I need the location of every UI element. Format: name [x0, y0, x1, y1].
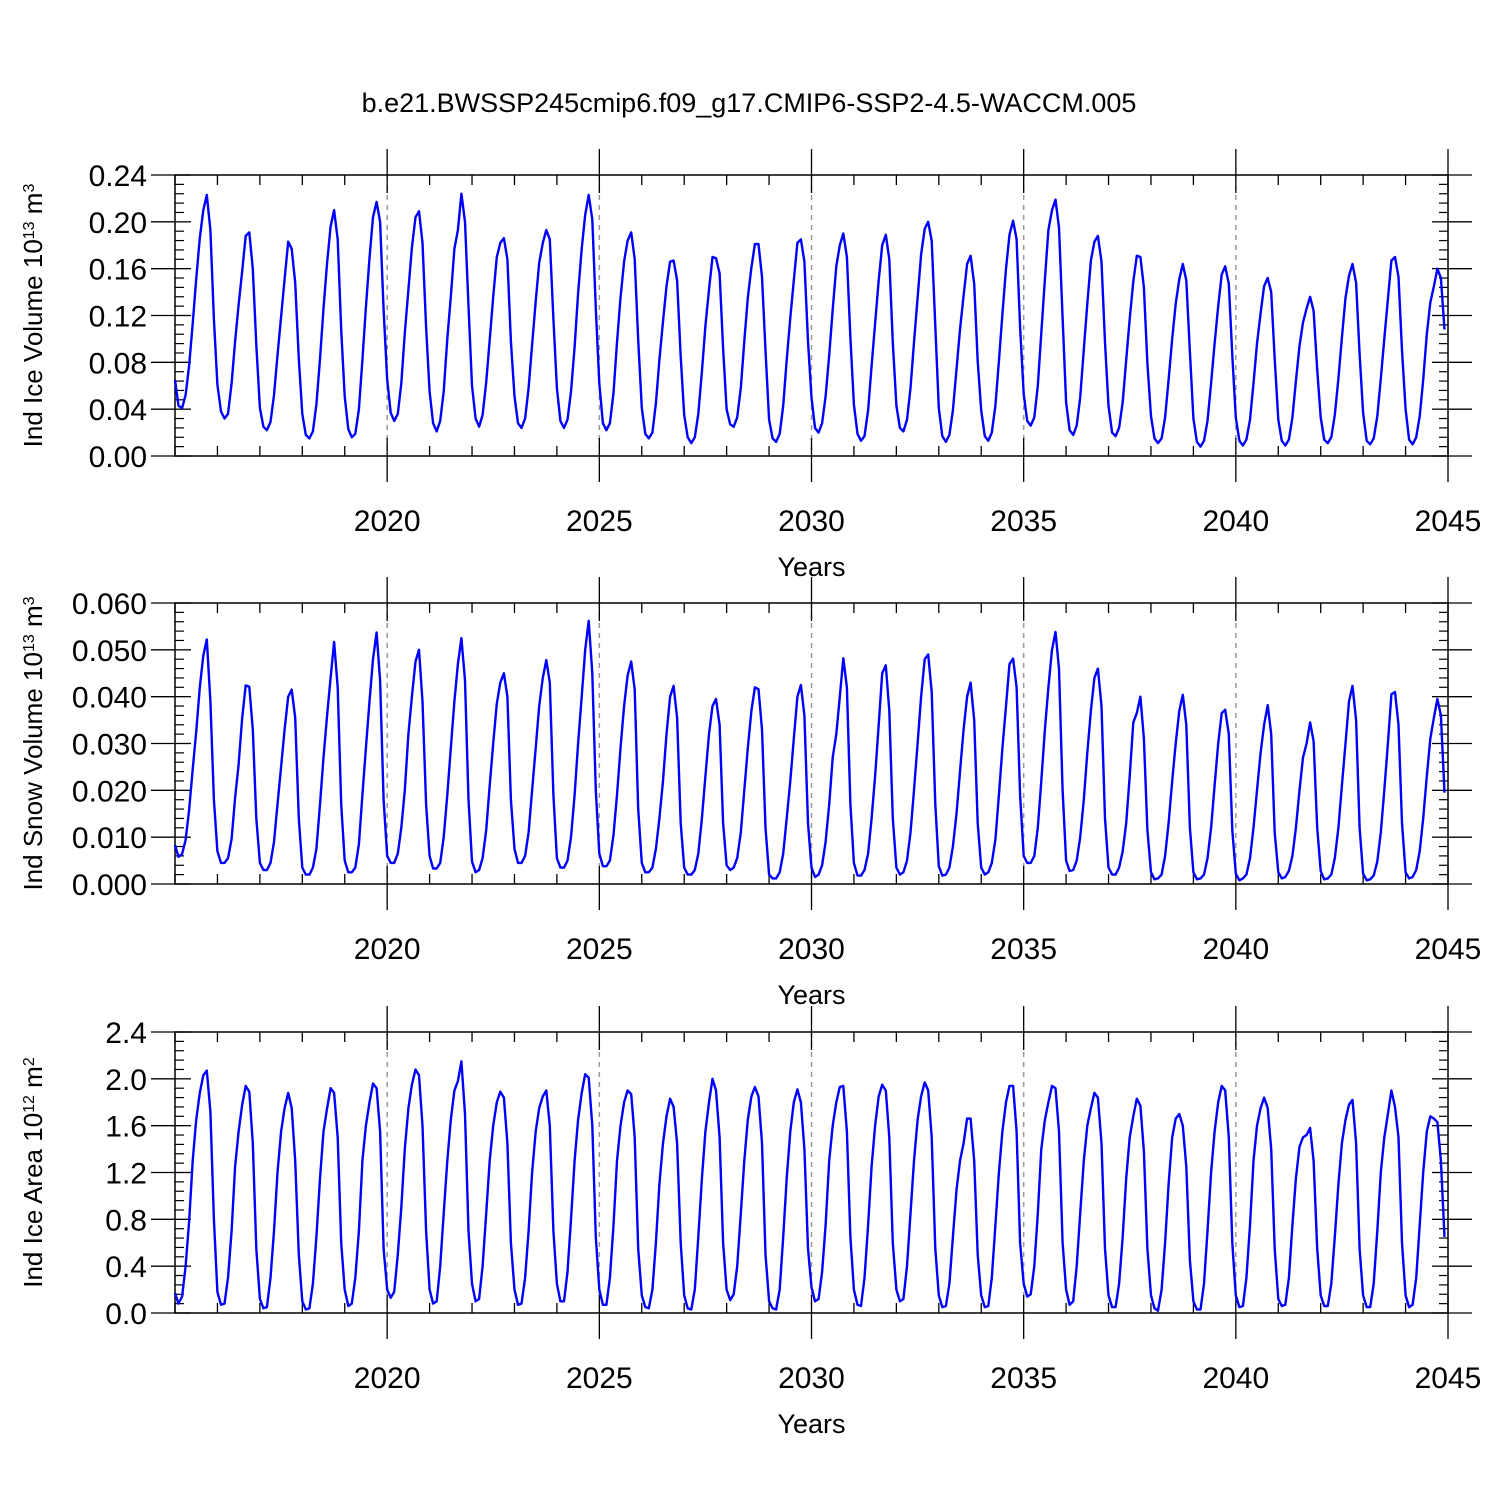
y-tick-label: 0.16: [89, 254, 147, 287]
x-tick-label: 2045: [1415, 933, 1482, 966]
y-axis-label: Ind Ice Volume 1013 m3: [18, 184, 48, 448]
y-axis-label: Ind Snow Volume 1013 m3: [18, 596, 48, 890]
y-tick-label: 0.040: [72, 682, 147, 715]
y-axis-label: Ind Ice Area 1012 m2: [18, 1057, 48, 1288]
y-tick-label: 0.020: [72, 775, 147, 808]
series-line-ice-volume: [173, 192, 1446, 448]
y-tick-label: 2.4: [105, 1017, 147, 1050]
y-axis-label-unit: m: [18, 193, 48, 222]
x-tick-label: 2040: [1202, 933, 1269, 966]
x-axis-label: Years: [777, 980, 845, 1010]
x-tick-label: 2020: [354, 933, 421, 966]
y-axis-label-unit-exponent: 3: [21, 184, 38, 193]
x-tick-label: 2025: [566, 505, 633, 538]
y-tick-label: 0.12: [89, 301, 147, 334]
x-tick-label: 2035: [990, 1362, 1057, 1395]
x-tick-label: 2040: [1202, 505, 1269, 538]
x-axis-label: Years: [777, 1409, 845, 1439]
y-tick-label: 0.24: [89, 160, 147, 193]
y-axis-label-unit: m: [18, 1066, 48, 1095]
x-tick-label: 2030: [778, 505, 845, 538]
y-tick-label: 0.050: [72, 635, 147, 668]
y-tick-label: 0.030: [72, 729, 147, 762]
x-tick-label: 2025: [566, 933, 633, 966]
x-tick-label: 2020: [354, 505, 421, 538]
y-tick-label: 1.6: [105, 1111, 147, 1144]
y-tick-label: 0.060: [72, 588, 147, 621]
y-tick-label: 0.0: [105, 1298, 147, 1331]
x-tick-label: 2045: [1415, 1362, 1482, 1395]
y-axis-label-exponent: 12: [21, 1095, 38, 1113]
x-tick-label: 2020: [354, 1362, 421, 1395]
x-tick-label: 2035: [990, 933, 1057, 966]
y-axis-label-unit: m: [18, 605, 48, 634]
y-tick-label: 0.8: [105, 1204, 147, 1237]
panel-ice-area: 2020 2025 2030 2035 2040 2045 0.0 0.4 0.8 1.2 1.6 2…: [18, 1006, 1481, 1439]
y-axis-label-text: Ind Snow Volume 10: [18, 652, 48, 891]
y-tick-label: 2.0: [105, 1064, 147, 1097]
x-tick-label: 2045: [1415, 505, 1482, 538]
panel-ice-volume: 2020 2025 2030 2035 2040 2045 0.00 0.04 0.08 0.12…: [18, 149, 1481, 582]
y-tick-label: 0.00: [89, 441, 147, 474]
panel-snow-volume: 2020 2025 2030 2035 2040 2045 0.000 0.010 0.020 0…: [18, 577, 1481, 1010]
y-axis-label-text: Ind Ice Area 10: [18, 1113, 48, 1288]
x-tick-label: 2025: [566, 1362, 633, 1395]
figure-title: b.e21.BWSSP245cmip6.f09_g17.CMIP6-SSP2-4…: [362, 88, 1137, 118]
x-tick-label: 2035: [990, 505, 1057, 538]
y-axis-label-exponent: 13: [21, 221, 38, 239]
x-tick-label: 2040: [1202, 1362, 1269, 1395]
y-tick-label: 0.010: [72, 822, 147, 855]
y-tick-label: 1.2: [105, 1158, 147, 1191]
y-axis-label-unit-exponent: 3: [21, 596, 38, 605]
y-axis-label-unit-exponent: 2: [21, 1057, 38, 1066]
x-tick-label: 2030: [778, 933, 845, 966]
y-axis-label-text: Ind Ice Volume 10: [18, 239, 48, 447]
y-tick-label: 0.4: [105, 1251, 147, 1284]
series-line-snow-volume: [173, 619, 1446, 882]
y-tick-label: 0.20: [89, 207, 147, 240]
x-tick-label: 2030: [778, 1362, 845, 1395]
y-tick-label: 0.08: [89, 347, 147, 380]
y-axis-label-exponent: 13: [21, 634, 38, 652]
series-line-ice-area: [173, 1060, 1446, 1312]
y-tick-label: 0.000: [72, 869, 147, 902]
y-tick-label: 0.04: [89, 394, 147, 427]
